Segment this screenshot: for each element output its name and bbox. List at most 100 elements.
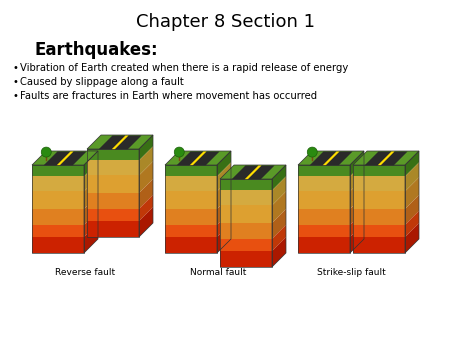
Polygon shape — [353, 165, 405, 176]
Circle shape — [41, 147, 51, 157]
Polygon shape — [220, 206, 272, 223]
Polygon shape — [298, 225, 350, 237]
Polygon shape — [310, 151, 352, 166]
Polygon shape — [32, 209, 84, 225]
Polygon shape — [165, 151, 231, 165]
Text: Earthquakes:: Earthquakes: — [35, 41, 158, 59]
Polygon shape — [87, 135, 153, 149]
Polygon shape — [353, 176, 405, 191]
Polygon shape — [84, 177, 98, 209]
Polygon shape — [220, 179, 272, 190]
Text: Reverse fault: Reverse fault — [55, 268, 116, 277]
Polygon shape — [272, 209, 286, 239]
Polygon shape — [298, 176, 350, 191]
Polygon shape — [56, 151, 73, 166]
Polygon shape — [87, 149, 139, 161]
Polygon shape — [405, 195, 419, 225]
Polygon shape — [87, 221, 139, 237]
Polygon shape — [353, 209, 405, 225]
Polygon shape — [244, 166, 261, 179]
Polygon shape — [353, 225, 405, 237]
Polygon shape — [405, 223, 419, 253]
Polygon shape — [298, 209, 350, 225]
Polygon shape — [298, 191, 350, 209]
Polygon shape — [139, 195, 153, 221]
Polygon shape — [298, 165, 350, 176]
Polygon shape — [217, 211, 231, 237]
Polygon shape — [87, 161, 139, 175]
Polygon shape — [405, 151, 419, 176]
Polygon shape — [323, 151, 340, 166]
Polygon shape — [231, 166, 274, 179]
Polygon shape — [350, 163, 364, 191]
Polygon shape — [350, 195, 364, 225]
Text: Normal fault: Normal fault — [190, 268, 247, 277]
Polygon shape — [378, 151, 395, 166]
Polygon shape — [32, 151, 98, 165]
Polygon shape — [139, 207, 153, 237]
Polygon shape — [189, 151, 207, 166]
Text: •: • — [12, 63, 18, 73]
Circle shape — [174, 147, 184, 157]
Text: Chapter 8 Section 1: Chapter 8 Section 1 — [135, 13, 315, 31]
Polygon shape — [405, 163, 419, 191]
Polygon shape — [405, 177, 419, 209]
Polygon shape — [165, 165, 217, 176]
Polygon shape — [350, 177, 364, 209]
Polygon shape — [217, 151, 231, 176]
Polygon shape — [272, 165, 286, 190]
Polygon shape — [165, 176, 217, 191]
Polygon shape — [139, 135, 153, 161]
Polygon shape — [84, 163, 98, 191]
Circle shape — [307, 147, 317, 157]
Polygon shape — [220, 223, 272, 239]
Text: •: • — [12, 91, 18, 101]
Polygon shape — [84, 211, 98, 237]
Polygon shape — [217, 195, 231, 225]
Polygon shape — [350, 211, 364, 237]
Polygon shape — [220, 165, 286, 179]
Polygon shape — [364, 151, 408, 166]
Polygon shape — [139, 179, 153, 209]
Polygon shape — [220, 239, 272, 251]
Polygon shape — [272, 237, 286, 267]
Polygon shape — [298, 237, 350, 253]
Text: Strike-slip fault: Strike-slip fault — [317, 268, 386, 277]
Polygon shape — [350, 223, 364, 253]
Text: Caused by slippage along a fault: Caused by slippage along a fault — [20, 77, 184, 87]
Polygon shape — [272, 191, 286, 223]
Polygon shape — [84, 223, 98, 253]
Polygon shape — [220, 251, 272, 267]
Polygon shape — [220, 190, 272, 206]
Polygon shape — [272, 225, 286, 251]
Polygon shape — [176, 151, 220, 166]
Polygon shape — [32, 176, 84, 191]
Polygon shape — [32, 225, 84, 237]
Polygon shape — [84, 151, 98, 176]
Polygon shape — [139, 162, 153, 193]
Polygon shape — [165, 191, 217, 209]
Polygon shape — [165, 237, 217, 253]
Polygon shape — [32, 191, 84, 209]
Polygon shape — [32, 237, 84, 253]
Polygon shape — [99, 136, 142, 149]
Polygon shape — [139, 146, 153, 175]
Polygon shape — [350, 151, 364, 176]
Polygon shape — [87, 175, 139, 193]
Polygon shape — [353, 237, 405, 253]
Polygon shape — [272, 176, 286, 206]
Polygon shape — [87, 193, 139, 209]
Polygon shape — [405, 211, 419, 237]
Polygon shape — [32, 165, 84, 176]
Polygon shape — [353, 151, 419, 165]
Text: •: • — [12, 77, 18, 87]
Polygon shape — [165, 225, 217, 237]
Polygon shape — [44, 151, 86, 166]
Polygon shape — [217, 177, 231, 209]
Polygon shape — [217, 223, 231, 253]
Text: Faults are fractures in Earth where movement has occurred: Faults are fractures in Earth where move… — [20, 91, 317, 101]
Polygon shape — [353, 191, 405, 209]
Text: Vibration of Earth created when there is a rapid release of energy: Vibration of Earth created when there is… — [20, 63, 348, 73]
Polygon shape — [112, 136, 129, 149]
Polygon shape — [298, 151, 364, 165]
